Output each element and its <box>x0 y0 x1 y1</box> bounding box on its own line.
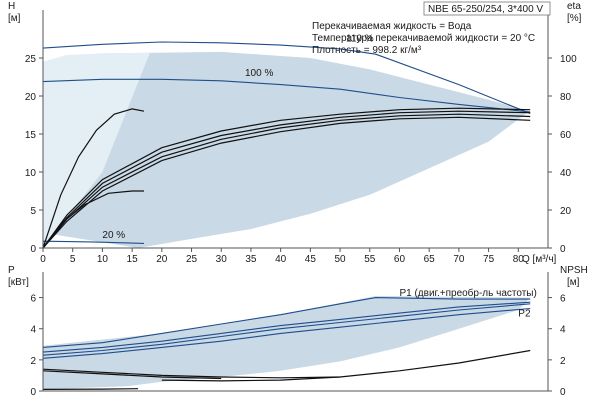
y-axis-top-label-eta: eta <box>567 1 581 12</box>
x-tick-label: 30 <box>216 254 228 265</box>
top-series-eta-4 <box>42 107 531 249</box>
top-curve-label: 110 % <box>346 33 374 44</box>
x-tick-label: 45 <box>305 254 317 265</box>
top-curve-label: 100 % <box>245 68 273 79</box>
top-y-tick-label: 5 <box>30 206 36 217</box>
bottom-y-tick-label: 0 <box>30 387 36 398</box>
power-npsh-plot: 0 2 4 6 0 2 4 6 P1 (двиг.+преобр-ль частоты) P2 <box>30 272 566 398</box>
top-curve-label: 20 % <box>102 230 125 241</box>
top-series-110- <box>42 41 531 115</box>
y-axis-bottom-label-p: P <box>8 265 15 276</box>
y-axis-bottom-unit-npsh: [м] <box>567 277 580 288</box>
x-tick-label: 50 <box>334 254 346 265</box>
model-name: NBE 65-250/254, 3*400 V <box>428 4 543 15</box>
bottom-series-p-20-1 <box>42 368 341 379</box>
top-operating-envelope <box>43 51 531 249</box>
x-axis-label-q: Q [м³/ч] <box>522 254 557 265</box>
bottom-curve-label: P2 <box>518 308 531 319</box>
top-series-20- <box>42 240 145 244</box>
density-info: Плотность = 998.2 кг/м³ <box>312 45 422 56</box>
x-tick-label: 10 <box>97 254 109 265</box>
top-y-tick-label: 10 <box>25 168 37 179</box>
liquid-info: Перекачиваемая жидкость = Вода <box>312 21 472 32</box>
x-tick-label: 0 <box>40 254 46 265</box>
bottom-series-p1-110 <box>42 297 531 348</box>
top-y-right-tick-label: 60 <box>560 130 572 141</box>
top-series-eta-6 <box>42 190 144 249</box>
x-tick-label: 70 <box>453 254 465 265</box>
bottom-y-tick-label: 6 <box>30 294 36 305</box>
y-axis-bottom-label-npsh: NPSH <box>560 265 588 276</box>
x-tick-label: 5 <box>70 254 76 265</box>
top-y-right-tick-label: 100 <box>560 54 577 65</box>
x-tick-label: 15 <box>127 254 139 265</box>
x-tick-label: 65 <box>424 254 436 265</box>
y-axis-bottom-unit-p: [кВт] <box>8 277 29 288</box>
top-y-right-tick-label: 80 <box>560 92 572 103</box>
bottom-y-right-tick-label: 0 <box>560 387 566 398</box>
bottom-series-p1-100 <box>42 301 531 353</box>
top-y-tick-label: 25 <box>25 54 37 65</box>
x-tick-label: 25 <box>186 254 198 265</box>
x-tick-label: 60 <box>394 254 406 265</box>
top-envelope-light-region <box>43 52 150 249</box>
temperature-info: Температура перекачиваемой жидкости = 20… <box>312 33 535 44</box>
bottom-operating-envelope <box>43 296 531 390</box>
bottom-series-p2-110 <box>42 303 531 356</box>
top-y-right-tick-label: 20 <box>560 206 572 217</box>
top-y-right-tick-label: 0 <box>560 244 566 255</box>
top-series-eta-5 <box>42 108 145 249</box>
bottom-y-right-tick-label: 6 <box>560 294 566 305</box>
y-axis-top-label-h: H <box>8 1 15 12</box>
bottom-series-p-20-2 <box>42 370 222 380</box>
x-tick-label: 40 <box>275 254 287 265</box>
x-tick-label: 75 <box>483 254 495 265</box>
bottom-y-right-tick-label: 4 <box>560 325 566 336</box>
top-series-eta-3 <box>42 110 531 249</box>
bottom-series-npsh <box>161 349 531 382</box>
bottom-series-p2-100 <box>42 307 531 359</box>
top-series-100- <box>42 78 531 113</box>
x-tick-label: 35 <box>245 254 257 265</box>
model-box <box>423 1 551 16</box>
y-axis-top-unit-h: [м] <box>8 13 21 24</box>
bottom-y-right-tick-label: 2 <box>560 356 566 367</box>
y-axis-top-unit-eta: [%] <box>567 13 582 24</box>
bottom-y-tick-label: 4 <box>30 325 36 336</box>
top-series-eta-1 <box>42 116 531 249</box>
top-series-eta-2 <box>42 113 531 249</box>
bottom-curve-label: P1 (двиг.+преобр-ль частоты) <box>399 287 536 299</box>
top-y-right-tick-label: 40 <box>560 168 572 179</box>
top-y-tick-label: 15 <box>25 130 37 141</box>
bottom-series-p-20-low <box>42 388 139 390</box>
x-tick-label: 55 <box>364 254 376 265</box>
bottom-y-tick-label: 2 <box>30 356 36 367</box>
x-tick-label: 80 <box>513 254 525 265</box>
top-y-tick-label: 0 <box>30 244 36 255</box>
top-y-tick-label: 20 <box>25 92 37 103</box>
x-tick-label: 20 <box>156 254 168 265</box>
head-efficiency-plot: 0 5 10 15 20 25 0 20 40 60 80 100 0 5 10 15 20 25 30 35 40 45… <box>25 10 577 265</box>
